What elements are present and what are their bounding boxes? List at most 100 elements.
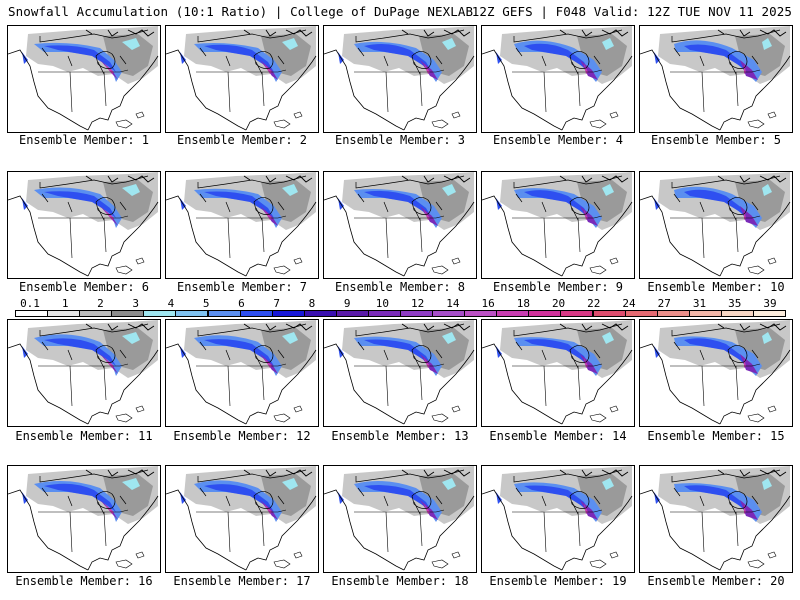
north-america-snowfall-map <box>166 26 317 131</box>
colorbar-tick-label: 0.1 <box>20 297 40 310</box>
member-map-panel <box>323 171 477 279</box>
member-caption: Ensemble Member: 7 <box>176 280 308 294</box>
colorbar-cell <box>335 310 369 317</box>
colorbar-cell <box>47 310 81 317</box>
member-caption: Ensemble Member: 13 <box>331 429 469 443</box>
north-america-snowfall-map <box>640 320 791 425</box>
member-map-panel <box>165 25 319 133</box>
colorbar-cell <box>688 310 722 317</box>
colorbar-cell <box>400 310 434 317</box>
colorbar-cell <box>496 310 530 317</box>
colorbar-tick-label: 2 <box>97 297 104 310</box>
member-map-panel <box>323 25 477 133</box>
north-america-snowfall-map <box>166 172 317 277</box>
colorbar-tick-label: 27 <box>657 297 671 310</box>
member-map-panel <box>7 171 161 279</box>
colorbar-cell <box>464 310 498 317</box>
colorbar-tick-label: 31 <box>692 297 707 310</box>
colorbar-tick-label: 14 <box>446 297 460 310</box>
north-america-snowfall-map <box>482 466 633 571</box>
north-america-snowfall-map <box>482 26 633 131</box>
colorbar-tick-label: 6 <box>238 297 245 310</box>
colorbar-cell <box>303 310 337 317</box>
member-map-panel <box>323 465 477 573</box>
colorbar-tick-label: 10 <box>375 297 389 310</box>
member-caption: Ensemble Member: 9 <box>492 280 624 294</box>
member-caption: Ensemble Member: 16 <box>15 574 153 588</box>
member-caption: Ensemble Member: 3 <box>334 133 466 147</box>
colorbar-tick-label: 9 <box>343 297 351 310</box>
member-map-panel <box>165 465 319 573</box>
colorbar-cell <box>271 310 305 317</box>
colorbar-cell <box>239 310 273 317</box>
member-caption: Ensemble Member: 17 <box>173 574 311 588</box>
colorbar-tick-label: 4 <box>167 297 175 310</box>
chart-title: Snowfall Accumulation (10:1 Ratio) | Col… <box>8 4 474 19</box>
member-map-panel <box>481 25 635 133</box>
member-caption: Ensemble Member: 11 <box>15 429 153 443</box>
colorbar-tick-label: 5 <box>202 297 210 310</box>
member-map-panel <box>639 25 793 133</box>
member-map-panel <box>7 465 161 573</box>
north-america-snowfall-map <box>324 466 475 571</box>
colorbar-tick-label: 18 <box>516 297 530 310</box>
north-america-snowfall-map <box>640 466 791 571</box>
member-caption: Ensemble Member: 6 <box>18 280 150 294</box>
colorbar-cell <box>624 310 658 317</box>
colorbar-tick-label: 39 <box>763 297 777 310</box>
colorbar-cell <box>752 310 786 317</box>
colorbar-cell <box>367 310 401 317</box>
colorbar-tick-label: 16 <box>481 297 495 310</box>
colorbar-tick-label: 8 <box>308 297 316 310</box>
colorbar-cell <box>720 310 754 317</box>
colorbar-cell <box>111 310 145 317</box>
north-america-snowfall-map <box>166 320 317 425</box>
member-caption: Ensemble Member: 2 <box>176 133 308 147</box>
colorbar-tick-label: 12 <box>410 297 425 310</box>
north-america-snowfall-map <box>324 26 475 131</box>
north-america-snowfall-map <box>640 172 791 277</box>
north-america-snowfall-map <box>324 172 475 277</box>
member-caption: Ensemble Member: 20 <box>647 574 785 588</box>
colorbar-cell <box>432 310 466 317</box>
colorbar-cell <box>15 310 49 317</box>
colorbar-cell <box>592 310 626 317</box>
colorbar-cell <box>207 310 241 317</box>
colorbar-cell <box>143 310 177 317</box>
member-map-panel <box>7 319 161 427</box>
colorbar-tick-label: 22 <box>587 297 601 310</box>
member-map-panel <box>481 319 635 427</box>
member-caption: Ensemble Member: 4 <box>492 133 624 147</box>
north-america-snowfall-map <box>8 466 159 571</box>
north-america-snowfall-map <box>324 320 475 425</box>
colorbar-cell <box>79 310 113 317</box>
member-caption: Ensemble Member: 18 <box>331 574 469 588</box>
member-map-panel <box>165 319 319 427</box>
north-america-snowfall-map <box>8 26 159 131</box>
member-caption: Ensemble Member: 5 <box>650 133 782 147</box>
colorbar-cell <box>656 310 690 317</box>
member-caption: Ensemble Member: 14 <box>489 429 627 443</box>
north-america-snowfall-map <box>482 172 633 277</box>
member-caption: Ensemble Member: 12 <box>173 429 311 443</box>
north-america-snowfall-map <box>8 320 159 425</box>
colorbar-cell <box>560 310 594 317</box>
colorbar-tick-label: 24 <box>622 297 636 310</box>
north-america-snowfall-map <box>166 466 317 571</box>
member-caption: Ensemble Member: 10 <box>647 280 785 294</box>
colorbar-tick-label: 3 <box>132 297 140 310</box>
north-america-snowfall-map <box>640 26 791 131</box>
member-map-panel <box>323 319 477 427</box>
colorbar-tick-label: 35 <box>728 297 742 310</box>
member-map-panel <box>7 25 161 133</box>
colorbar-tick-label: 7 <box>273 297 280 310</box>
north-america-snowfall-map <box>8 172 159 277</box>
member-map-panel <box>639 319 793 427</box>
colorbar-tick-label: 20 <box>551 297 566 310</box>
colorbar-tick-label: 1 <box>61 297 69 310</box>
member-caption: Ensemble Member: 15 <box>647 429 785 443</box>
member-map-panel <box>481 465 635 573</box>
member-caption: Ensemble Member: 1 <box>18 133 150 147</box>
north-america-snowfall-map <box>482 320 633 425</box>
